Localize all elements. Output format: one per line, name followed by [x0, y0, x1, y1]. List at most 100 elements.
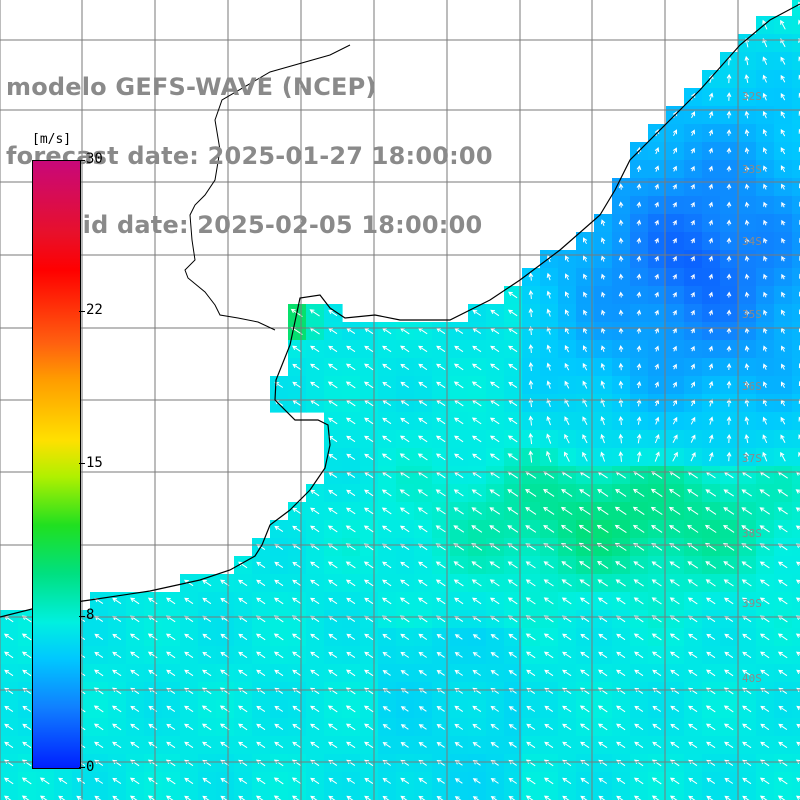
wind-cell: [108, 790, 127, 800]
wind-arrow: [471, 561, 482, 569]
wind-arrow: [544, 669, 554, 677]
wind-arrow: [472, 652, 481, 658]
wind-arrow: [39, 795, 48, 800]
wind-arrow: [382, 435, 392, 443]
wind-arrow: [598, 777, 608, 784]
wind-arrow: [436, 670, 445, 676]
wind-arrow: [528, 272, 534, 281]
wind-arrow: [780, 56, 786, 65]
wind-arrow: [310, 597, 320, 605]
wind-cell: [792, 358, 800, 377]
wind-arrow: [525, 633, 536, 641]
wind-arrow: [454, 760, 463, 766]
wind-arrow: [346, 597, 356, 605]
wind-arrow: [672, 345, 677, 352]
wind-arrow: [763, 309, 768, 316]
wind-arrow: [759, 633, 770, 641]
wind-cell: [792, 736, 800, 755]
wind-arrow: [690, 309, 695, 316]
wind-arrow: [669, 597, 680, 605]
map-title: modelo GEFS-WAVE (NCEP) forecast date: 2…: [6, 30, 493, 260]
wind-arrow: [528, 344, 534, 353]
wind-arrow: [490, 363, 500, 371]
wind-arrow: [238, 597, 248, 605]
wind-arrow: [634, 651, 644, 659]
wind-arrow: [632, 488, 645, 497]
wind-cell: [432, 790, 451, 800]
wind-arrow: [238, 777, 248, 785]
wind-arrow: [708, 327, 713, 334]
wind-cell: [792, 790, 800, 800]
wind-arrow: [781, 363, 786, 370]
wind-arrow: [525, 759, 536, 767]
wind-arrow: [526, 705, 536, 712]
wind-arrow: [597, 597, 608, 605]
wind-arrow: [202, 579, 212, 587]
wind-arrow: [580, 651, 590, 659]
wind-arrow: [112, 651, 122, 659]
wind-arrow: [528, 307, 534, 318]
wind-arrow: [417, 579, 428, 587]
wind-arrow: [672, 416, 678, 425]
wind-arrow: [708, 147, 713, 154]
wind-arrow: [618, 415, 624, 426]
wind-cell: [792, 466, 800, 485]
wind-arrow: [616, 633, 626, 641]
wind-arrow: [723, 525, 735, 533]
wind-cell: [270, 790, 289, 800]
wind-arrow: [669, 525, 681, 533]
wind-arrow: [58, 795, 66, 800]
latitude-label: 35S: [742, 308, 762, 321]
wind-arrow: [777, 651, 788, 659]
wind-arrow: [633, 795, 642, 800]
wind-arrow: [690, 237, 695, 244]
wind-arrow: [759, 489, 770, 497]
wind-arrow: [454, 705, 464, 713]
wind-arrow: [597, 561, 609, 569]
wind-arrow: [489, 381, 500, 389]
wind-arrow: [400, 688, 409, 694]
latitude-label: 32S: [742, 90, 762, 103]
wind-arrow: [564, 398, 570, 407]
wind-arrow: [472, 796, 480, 800]
wind-arrow: [705, 507, 717, 515]
wind-cell: [792, 52, 800, 71]
wind-arrow: [650, 506, 663, 515]
wind-arrow: [292, 507, 302, 515]
wind-arrow: [690, 219, 695, 226]
wind-arrow: [490, 742, 499, 748]
wind-arrow: [669, 651, 680, 659]
wind-arrow: [471, 435, 482, 443]
wind-arrow: [418, 742, 427, 748]
wind-arrow: [526, 669, 536, 677]
wind-arrow: [381, 597, 392, 605]
wind-arrow: [363, 561, 374, 569]
wind-arrow: [708, 345, 713, 352]
wind-arrow: [310, 363, 320, 371]
wind-arrow: [579, 687, 590, 695]
wind-arrow: [400, 363, 410, 371]
wind-arrow: [291, 795, 300, 800]
wind-arrow: [543, 525, 555, 533]
wind-arrow: [310, 723, 320, 731]
wind-arrow: [583, 273, 588, 280]
wind-cell: [792, 448, 800, 467]
wind-arrow: [274, 741, 284, 749]
wind-arrow: [687, 579, 698, 587]
wind-arrow: [382, 363, 392, 371]
wind-arrow: [256, 687, 266, 695]
wind-arrow: [601, 309, 606, 316]
wind-arrow: [489, 453, 500, 461]
wind-arrow: [777, 489, 788, 497]
wind-arrow: [795, 579, 800, 584]
wind-arrow: [489, 435, 500, 443]
wind-arrow: [274, 723, 284, 731]
wind-arrow: [184, 687, 194, 695]
wind-arrow: [688, 723, 698, 731]
wind-speed-colorbar: [32, 160, 81, 769]
wind-arrow: [546, 415, 551, 426]
wind-arrow: [418, 795, 426, 800]
wind-arrow: [562, 741, 572, 749]
wind-arrow: [364, 453, 374, 461]
wind-arrow: [636, 416, 642, 425]
